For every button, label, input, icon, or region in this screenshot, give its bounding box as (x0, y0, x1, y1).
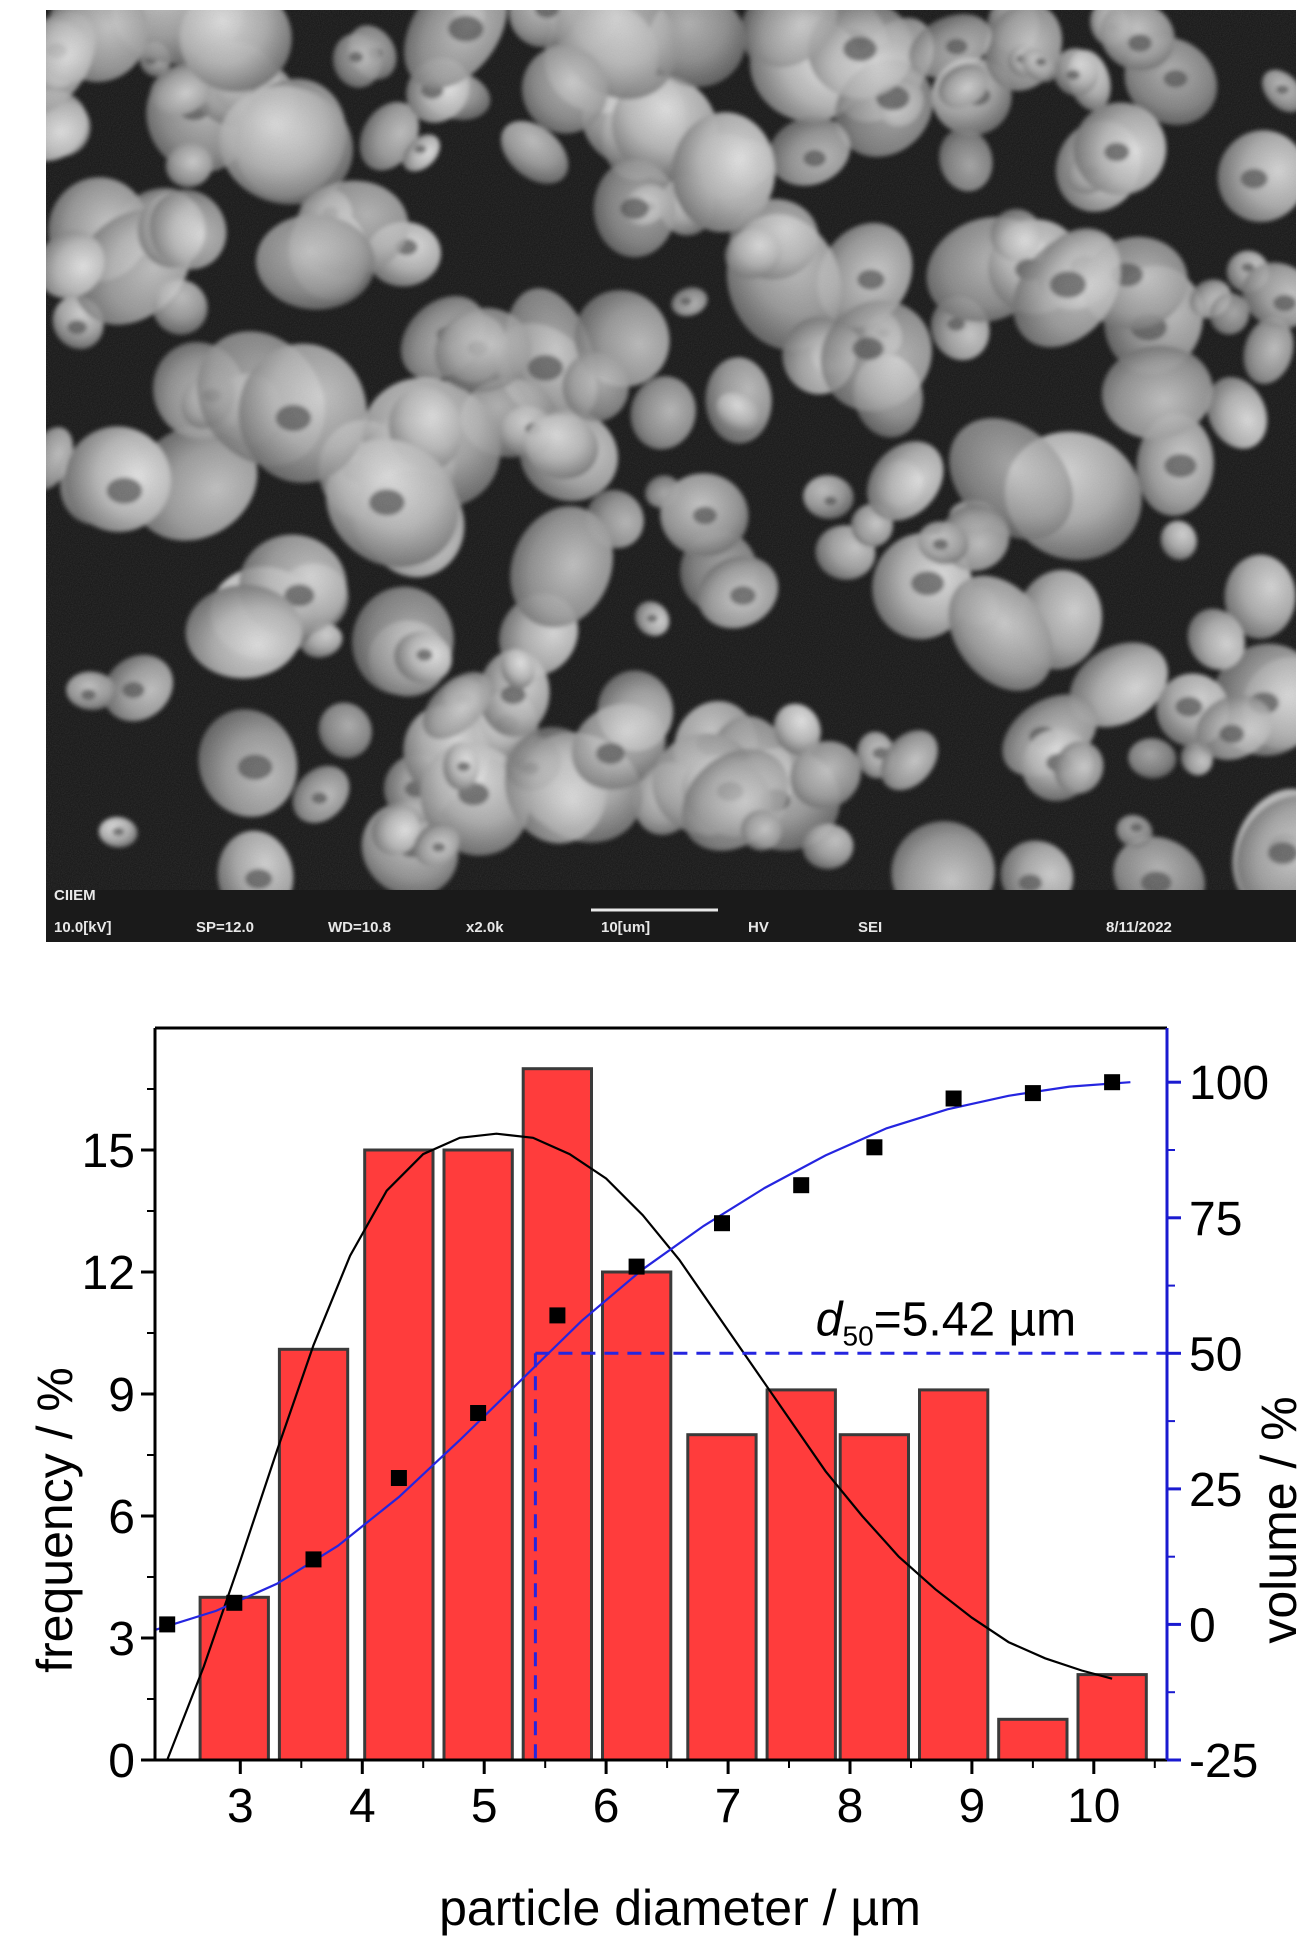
x-tick-label: 7 (715, 1780, 742, 1833)
right-y-tick-label: 0 (1189, 1599, 1216, 1652)
cumulative-data-point (1024, 1085, 1041, 1102)
d50-subscript: 50 (843, 1320, 874, 1351)
left-y-tick-label: 12 (82, 1247, 135, 1300)
d50-annotation: d50=5.42 µm (816, 1293, 1076, 1351)
cumulative-data-point (1104, 1074, 1121, 1091)
sem-detector: SEI (858, 919, 882, 936)
sem-vacuum: HV (748, 919, 769, 936)
bars-layer (198, 1067, 1148, 1762)
frequency-bar (198, 1595, 270, 1762)
right-y-tick-label: 25 (1189, 1464, 1242, 1517)
sem-spot: SP=12.0 (196, 919, 254, 936)
sem-info-bar (46, 890, 1296, 942)
right-y-tick-label: -25 (1189, 1735, 1258, 1788)
frequency-bar (686, 1433, 758, 1762)
cumulative-data-point (793, 1177, 810, 1194)
particle-size-chart: 3 4 5 6 7 8 9 10 0 3 6 9 12 15 -25 0 25 50 75 100 particle … (0, 990, 1316, 1951)
x-tick-label: 6 (593, 1780, 620, 1833)
cumulative-data-point (549, 1307, 566, 1324)
frequency-bar (918, 1388, 990, 1762)
left-y-tick-label: 15 (82, 1125, 135, 1178)
left-y-tick-label: 9 (108, 1369, 135, 1422)
d50-symbol: d (816, 1293, 844, 1346)
cumulative-data-point (470, 1405, 487, 1421)
sem-voltage: 10.0[kV] (54, 919, 112, 936)
sem-micrograph: CIIEM 10.0[kV] SP=12.0 WD=10.8 x2.0k 10[… (3, 0, 1316, 942)
frequency-bar (363, 1148, 435, 1762)
cumulative-data-point (866, 1139, 883, 1156)
left-y-axis-label: frequency / % (27, 1367, 83, 1673)
left-y-tick-label: 6 (108, 1491, 135, 1544)
cumulative-data-point (226, 1594, 243, 1611)
sem-image: CIIEM 10.0[kV] SP=12.0 WD=10.8 x2.0k 10[… (3, 0, 1316, 942)
cumulative-data-point (390, 1470, 407, 1486)
cumulative-data-point (159, 1616, 176, 1633)
frequency-bar (442, 1148, 514, 1762)
left-y-tick-label: 3 (108, 1613, 135, 1666)
sem-magnification: x2.0k (466, 919, 504, 936)
x-axis-label: particle diameter / µm (439, 1880, 921, 1936)
right-y-tick-label: 50 (1189, 1328, 1242, 1381)
frequency-bar (997, 1717, 1069, 1762)
x-tick-label: 9 (959, 1780, 986, 1833)
x-tick-label: 5 (471, 1780, 498, 1833)
x-tick-label: 8 (837, 1780, 864, 1833)
sem-date: 8/11/2022 (1106, 919, 1172, 936)
right-y-tick-label: 75 (1189, 1193, 1242, 1246)
frequency-bar (521, 1067, 594, 1762)
sem-lab-label: CIIEM (54, 887, 96, 904)
frequency-bar (765, 1388, 837, 1762)
x-tick-label: 10 (1067, 1780, 1120, 1833)
right-y-tick-label: 100 (1189, 1057, 1269, 1110)
x-tick-label: 3 (227, 1780, 254, 1833)
frequency-bar (1076, 1673, 1148, 1762)
cumulative-data-point (714, 1215, 730, 1232)
sem-scale-label: 10[um] (601, 919, 650, 936)
frequency-bar (838, 1433, 911, 1762)
left-y-tick-label: 0 (108, 1735, 135, 1788)
sem-working-distance: WD=10.8 (328, 919, 391, 936)
d50-value: =5.42 µm (874, 1293, 1076, 1346)
cumulative-data-point (628, 1258, 645, 1275)
right-y-axis-label: volume / % (1251, 1396, 1307, 1643)
points-layer (159, 1074, 1121, 1633)
frequency-bar (601, 1270, 673, 1762)
x-tick-label: 4 (349, 1780, 376, 1833)
distribution-fit-line (166, 1132, 1113, 1761)
cumulative-data-point (945, 1090, 962, 1107)
cumulative-data-point (305, 1551, 322, 1568)
